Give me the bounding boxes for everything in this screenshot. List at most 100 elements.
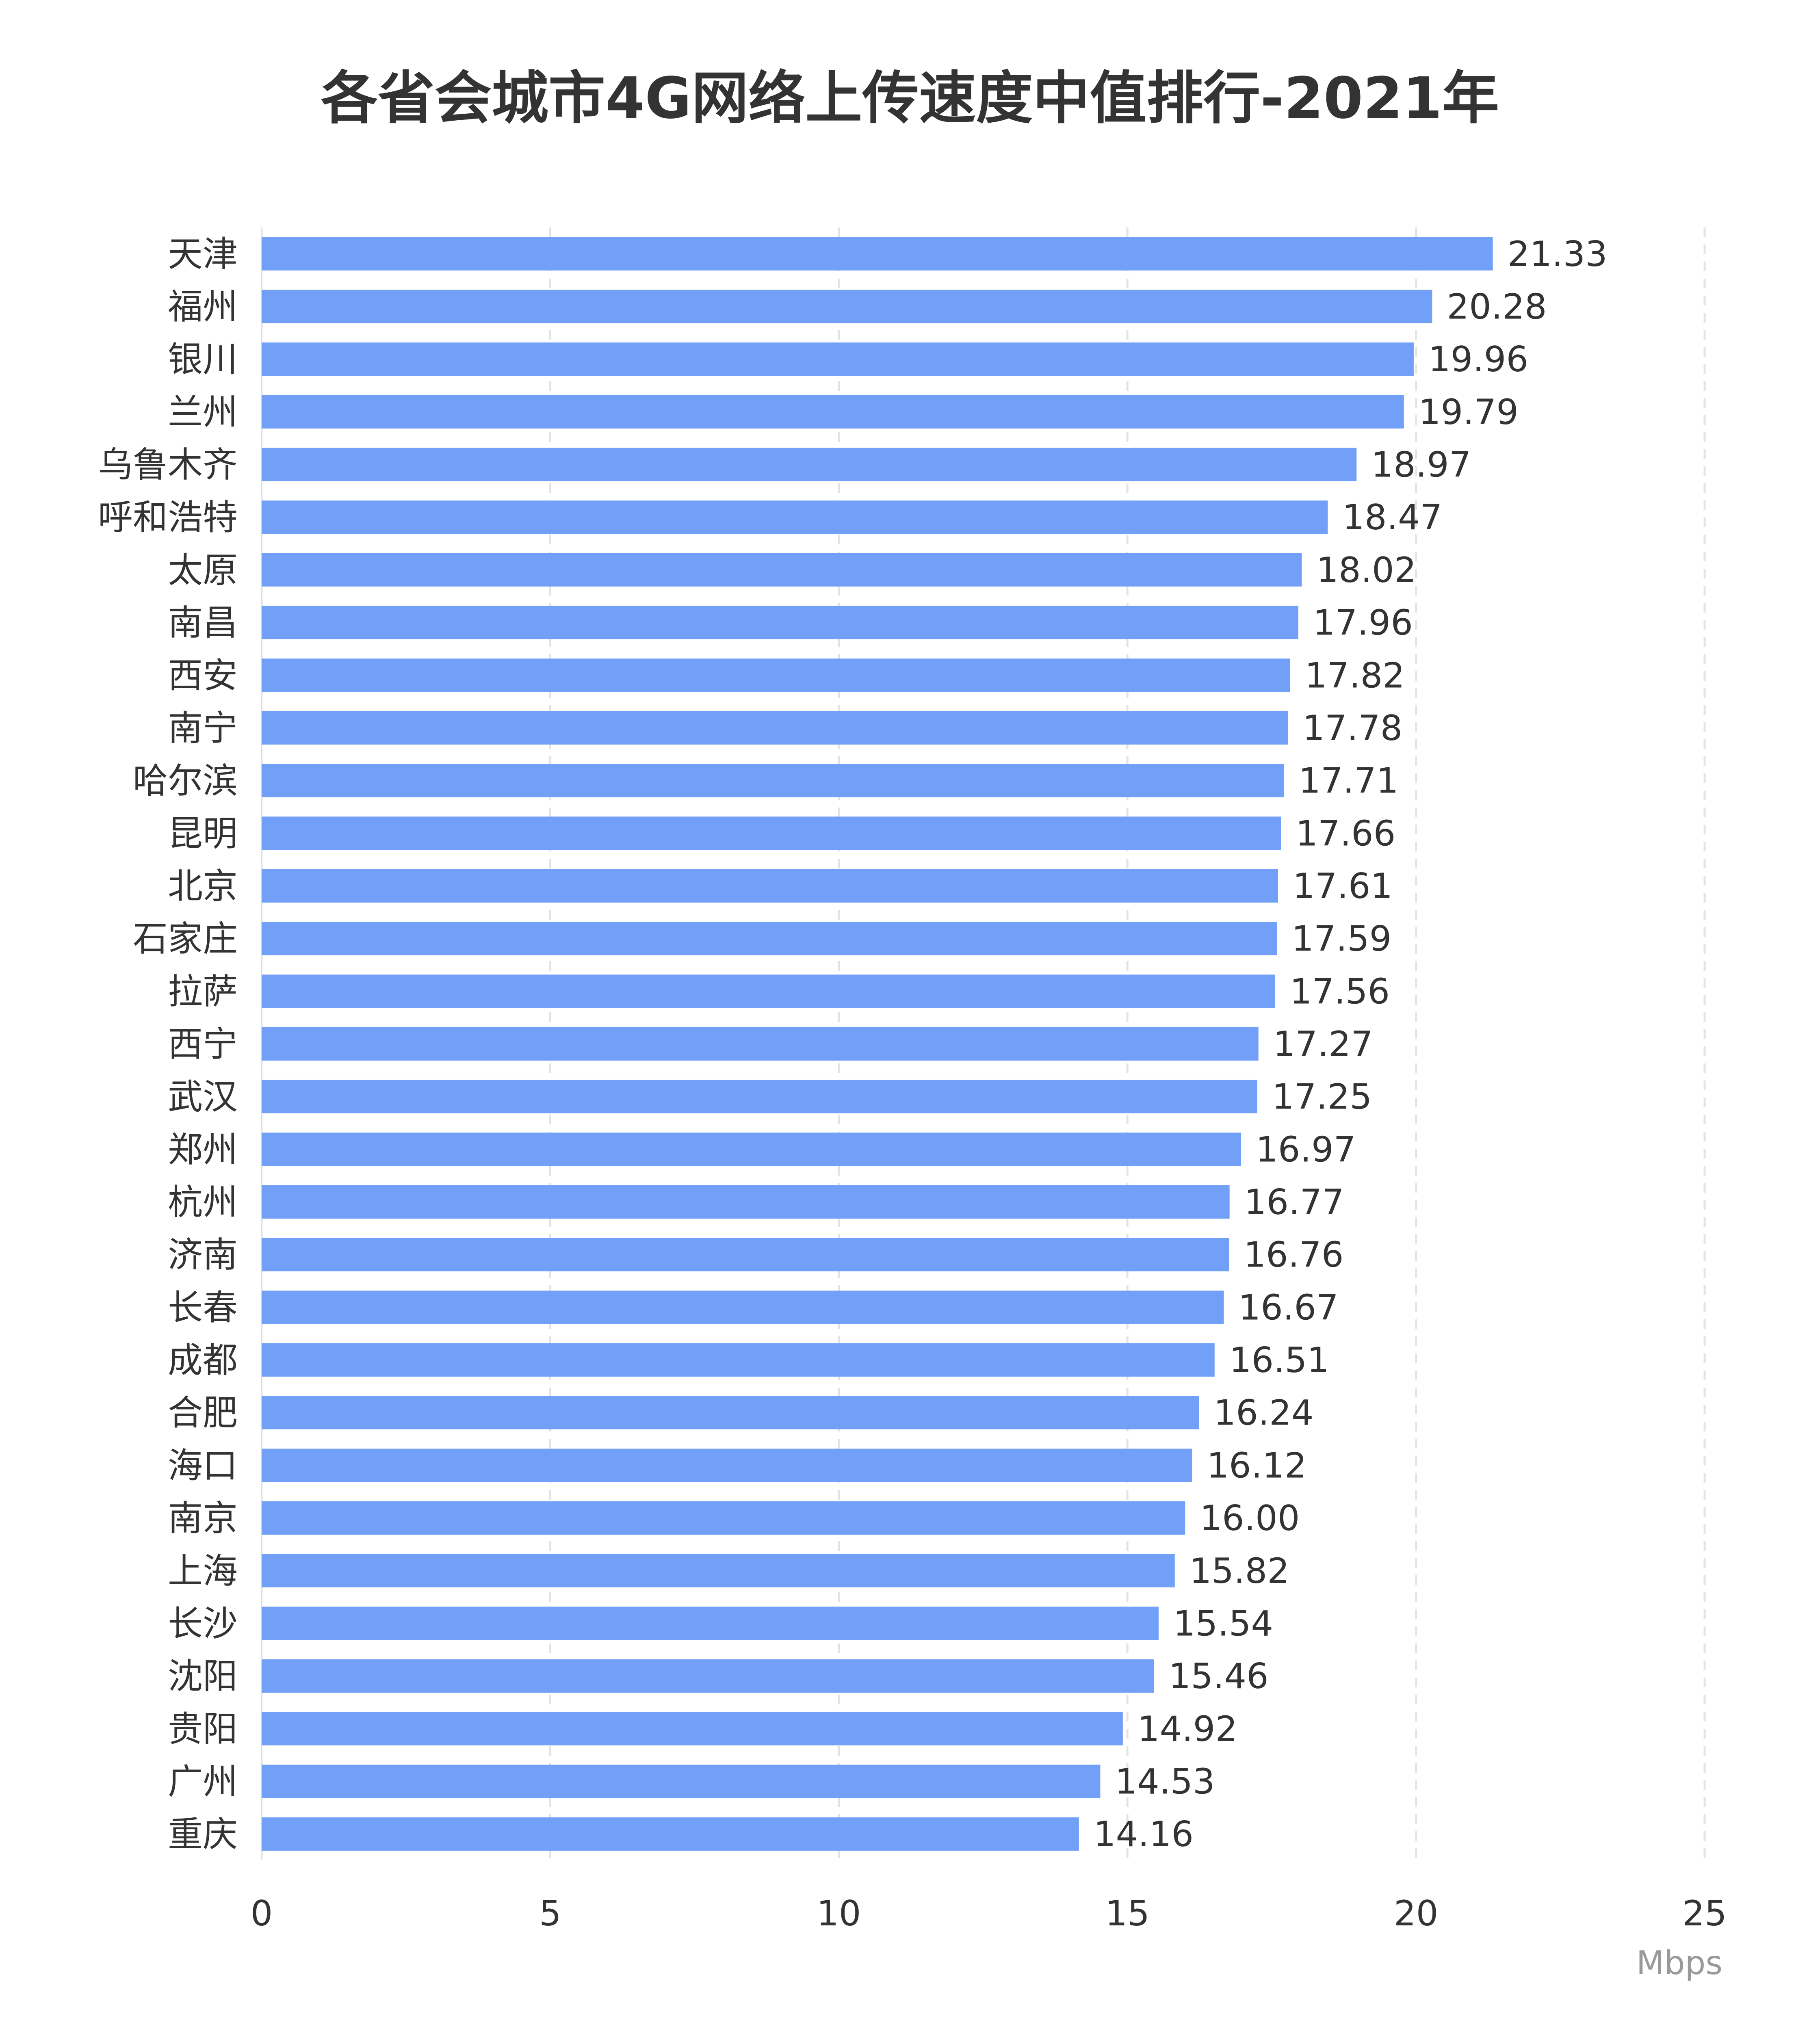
data-label: 21.33 (1508, 234, 1608, 275)
category-label: 太原 (168, 550, 238, 591)
bar (262, 1712, 1123, 1745)
category-label: 天津 (168, 234, 238, 275)
bar (262, 1132, 1242, 1166)
category-label: 石家庄 (133, 919, 238, 959)
data-label: 17.25 (1272, 1077, 1372, 1117)
data-label: 16.97 (1256, 1129, 1356, 1170)
category-label: 海口 (168, 1445, 238, 1486)
bar (262, 1185, 1230, 1219)
data-label: 17.96 (1313, 603, 1413, 643)
bar (262, 1554, 1175, 1587)
category-label: 贵阳 (168, 1709, 238, 1750)
category-label: 拉萨 (168, 971, 238, 1012)
bar (262, 922, 1277, 955)
bar (262, 1290, 1224, 1324)
data-label: 17.61 (1293, 866, 1393, 907)
bar (262, 1238, 1229, 1271)
bar (262, 606, 1298, 639)
category-label: 南宁 (168, 708, 238, 749)
bar (262, 869, 1278, 903)
bars: 天津 21.33 福州 20.28 银川 19.96 兰州 19.79 乌鲁木齐 18.97 呼和浩… (98, 234, 1608, 1855)
category-label: 银川 (168, 339, 238, 380)
data-label: 17.27 (1273, 1024, 1373, 1065)
data-label: 14.92 (1138, 1709, 1237, 1750)
category-label: 成都 (168, 1340, 238, 1381)
x-tick-label: 25 (1682, 1893, 1727, 1934)
data-label: 17.59 (1291, 919, 1391, 959)
x-axis-ticks: 0 5 10 15 20 25 (251, 1893, 1727, 1934)
category-label: 重庆 (168, 1814, 238, 1855)
category-label: 乌鲁木齐 (98, 445, 238, 485)
data-label: 18.47 (1342, 497, 1442, 538)
category-label: 杭州 (168, 1182, 238, 1223)
data-label: 20.28 (1447, 287, 1547, 327)
bar (262, 1817, 1079, 1851)
category-label: 兰州 (168, 392, 238, 433)
category-label: 沈阳 (168, 1656, 238, 1697)
data-label: 18.02 (1316, 550, 1416, 591)
category-label: 哈尔滨 (133, 761, 238, 801)
category-label: 西宁 (168, 1024, 238, 1065)
data-label: 15.82 (1190, 1551, 1289, 1591)
category-label: 长沙 (168, 1603, 238, 1644)
category-label: 南京 (168, 1498, 238, 1539)
bar (262, 500, 1328, 534)
data-label: 15.46 (1169, 1656, 1269, 1697)
data-label: 14.16 (1094, 1814, 1194, 1855)
x-tick-label: 20 (1394, 1893, 1438, 1934)
data-label: 19.96 (1428, 339, 1528, 380)
bar (262, 816, 1281, 850)
data-label: 16.12 (1207, 1445, 1306, 1486)
data-label: 17.82 (1305, 655, 1405, 696)
data-label: 15.54 (1173, 1603, 1273, 1644)
chart-title: 各省会城市4G网络上传速度中值排行-2021年 (321, 65, 1499, 132)
x-tick-label: 15 (1105, 1893, 1149, 1934)
data-label: 14.53 (1115, 1761, 1215, 1802)
data-label: 16.77 (1244, 1182, 1344, 1223)
x-tick-label: 5 (539, 1893, 561, 1934)
bar (262, 1027, 1259, 1061)
data-label: 16.24 (1213, 1393, 1313, 1433)
bar (262, 1449, 1192, 1482)
x-tick-label: 0 (251, 1893, 273, 1934)
bar (262, 974, 1275, 1008)
data-label: 17.56 (1290, 971, 1390, 1012)
bar (262, 1343, 1215, 1377)
bar (262, 448, 1357, 481)
data-label: 16.51 (1229, 1340, 1329, 1381)
category-label: 广州 (168, 1761, 238, 1802)
bar (262, 237, 1493, 271)
category-label: 长春 (168, 1287, 238, 1328)
bar (262, 1659, 1154, 1693)
category-label: 福州 (168, 287, 238, 327)
bar (262, 1765, 1101, 1798)
category-label: 南昌 (168, 603, 238, 643)
bar (262, 553, 1302, 587)
bar (262, 1396, 1199, 1429)
category-label: 济南 (168, 1235, 238, 1275)
bar (262, 395, 1404, 429)
data-label: 17.66 (1296, 813, 1395, 854)
x-tick-label: 10 (817, 1893, 861, 1934)
bar (262, 1607, 1159, 1640)
category-label: 西安 (168, 655, 238, 696)
data-label: 17.71 (1298, 761, 1398, 801)
bar (262, 764, 1284, 797)
bar (262, 1501, 1185, 1535)
category-label: 上海 (168, 1551, 238, 1591)
category-label: 郑州 (168, 1129, 238, 1170)
category-label: 北京 (168, 866, 238, 907)
category-label: 合肥 (168, 1393, 238, 1433)
data-label: 16.00 (1200, 1498, 1300, 1539)
category-label: 呼和浩特 (98, 497, 238, 538)
category-label: 武汉 (168, 1077, 238, 1117)
bar (262, 342, 1414, 376)
data-label: 19.79 (1419, 392, 1519, 433)
bar (262, 290, 1432, 323)
bar (262, 711, 1288, 745)
category-label: 昆明 (168, 813, 238, 854)
data-label: 16.67 (1238, 1287, 1338, 1328)
data-label: 17.78 (1302, 708, 1402, 749)
data-label: 16.76 (1244, 1235, 1343, 1275)
